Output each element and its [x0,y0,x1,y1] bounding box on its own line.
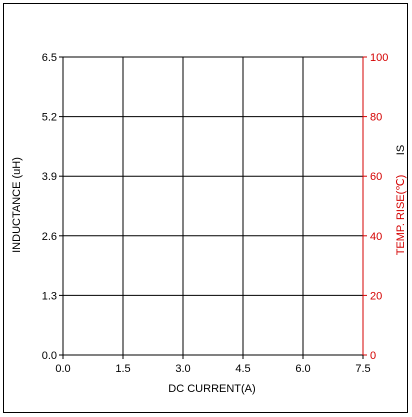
y-right-tick-label: 80 [370,112,382,124]
chart-frame [3,3,408,413]
y-left-tick-label: 3.9 [42,171,57,183]
y-left-tick-label: 6.5 [42,52,57,64]
y-left-tick-label: 2.6 [42,231,57,243]
y-left-tick-label: 5.2 [42,112,57,124]
x-tick-label: 6.0 [295,363,310,375]
y-axis-right-title: TEMP. RISE(℃) [395,175,407,256]
y-left-tick-label: 1.3 [42,290,57,302]
x-tick-label: 7.5 [355,363,370,375]
x-axis-ticks: 0.0 1.5 3.0 4.5 6.0 7.5 [55,355,371,375]
y-right-tick-label: 0 [370,350,376,362]
y-left-tick-label: 0.0 [42,350,57,362]
y-axis-left-ticks: 0.0 1.3 2.6 3.9 5.2 6.5 [42,52,63,362]
y-axis-right-ticks: 0 20 40 60 80 100 [362,52,388,362]
x-tick-label: 0.0 [55,363,70,375]
x-axis-title: DC CURRENT(A) [168,383,255,395]
y-right-tick-label: 40 [370,231,382,243]
y-axis-right-title-suffix: IS [395,145,407,155]
grid [62,56,364,356]
y-right-tick-label: 60 [370,171,382,183]
x-tick-label: 4.5 [235,363,250,375]
y-right-tick-label: 100 [370,52,388,64]
x-tick-label: 1.5 [115,363,130,375]
y-axis-left-title: INDUCTANCE (uH) [11,157,23,253]
y-right-tick-label: 20 [370,290,382,302]
x-tick-label: 3.0 [175,363,190,375]
